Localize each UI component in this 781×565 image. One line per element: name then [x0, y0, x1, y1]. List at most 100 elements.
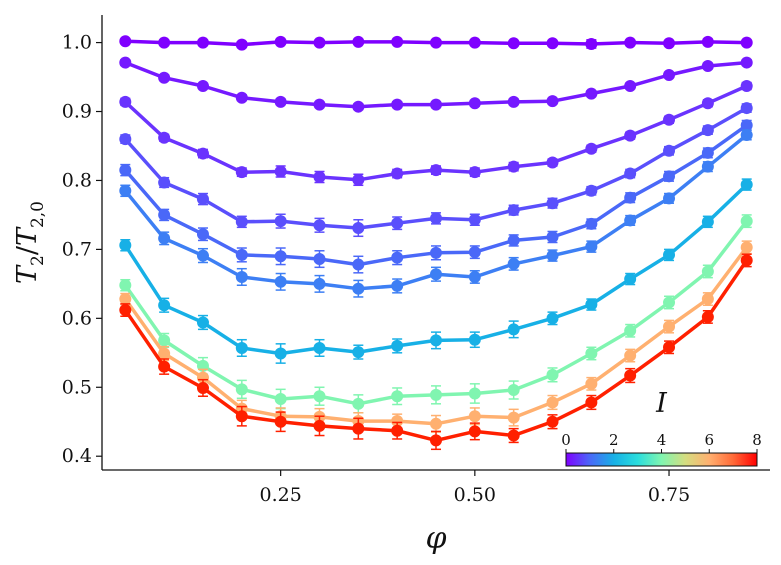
data-point: [274, 347, 287, 360]
data-point: [624, 80, 637, 93]
data-point: [158, 36, 171, 49]
data-point: [663, 37, 676, 50]
data-point: [624, 191, 637, 204]
data-point: [624, 36, 637, 49]
data-point: [274, 165, 287, 178]
data-point: [430, 246, 442, 259]
data-point: [158, 71, 171, 84]
data-point: [430, 212, 442, 225]
data-point: [313, 219, 326, 232]
data-point: [274, 250, 287, 263]
colorbar-tick-label: 8: [752, 431, 762, 449]
data-point: [624, 273, 637, 286]
data-point: [119, 35, 132, 48]
data-point: [352, 100, 365, 113]
series-line: [123, 259, 749, 443]
data-point: [624, 369, 637, 382]
data-point: [352, 258, 365, 271]
series-4: [119, 119, 753, 274]
data-point: [391, 415, 404, 428]
y-tick-label: 0.5: [62, 376, 92, 398]
data-point: [701, 124, 714, 137]
data-point: [701, 35, 714, 48]
data-point: [546, 197, 559, 210]
data-point: [585, 87, 598, 100]
data-point: [546, 249, 559, 262]
data-point: [585, 37, 598, 50]
data-point: [585, 142, 598, 155]
data-point: [624, 167, 637, 180]
data-point: [663, 113, 676, 126]
data-point: [391, 279, 404, 292]
data-point: [430, 388, 442, 401]
data-point: [196, 193, 209, 206]
data-point: [196, 80, 209, 93]
data-point: [663, 296, 676, 309]
data-point: [507, 323, 520, 336]
data-point: [740, 119, 753, 132]
data-point: [119, 184, 132, 197]
data-point: [352, 397, 365, 410]
data-point: [119, 279, 132, 292]
data-point: [274, 275, 287, 288]
data-point: [352, 422, 365, 435]
data-point: [663, 144, 676, 157]
data-point: [313, 419, 326, 432]
data-point: [507, 204, 520, 217]
x-axis-label: φ: [425, 521, 446, 556]
series-line: [123, 123, 748, 267]
data-point: [313, 277, 326, 290]
data-point: [624, 214, 637, 227]
series-9: [119, 253, 753, 451]
data-point: [119, 95, 132, 108]
data-point: [468, 333, 481, 346]
series-3: [119, 102, 753, 238]
data-point: [624, 324, 637, 337]
data-point: [701, 265, 714, 278]
data-point: [158, 176, 171, 189]
data-point: [158, 208, 171, 221]
y-tick-label: 0.9: [62, 101, 92, 123]
data-point: [507, 160, 520, 173]
data-point: [352, 346, 365, 359]
data-point: [701, 293, 714, 306]
data-point: [158, 347, 171, 360]
data-point: [430, 417, 442, 430]
data-point: [624, 349, 637, 362]
y-axis-label: T2/T2,0: [12, 201, 48, 284]
data-point: [430, 334, 442, 347]
data-point: [507, 384, 520, 397]
y-tick-label: 0.7: [62, 238, 92, 260]
data-point: [430, 98, 442, 111]
data-point: [701, 146, 714, 159]
data-point: [701, 215, 714, 228]
data-point: [663, 170, 676, 183]
data-point: [546, 396, 559, 409]
data-point: [158, 299, 171, 312]
data-point: [196, 381, 209, 394]
series-0: [119, 35, 753, 51]
series-layer: [119, 35, 753, 451]
data-point: [235, 91, 248, 104]
data-point: [352, 222, 365, 235]
data-point: [391, 217, 404, 230]
data-point: [119, 293, 132, 306]
data-point: [391, 98, 404, 111]
y-tick-label: 1.0: [62, 32, 92, 54]
data-point: [235, 166, 248, 179]
data-point: [507, 37, 520, 50]
data-point: [701, 310, 714, 323]
data-point: [352, 35, 365, 48]
data-point: [391, 424, 404, 437]
y-tick-label: 0.8: [62, 169, 92, 191]
colorbar-tick-label: 6: [704, 431, 714, 449]
colorbar-tick-label: 0: [561, 431, 571, 449]
data-point: [546, 95, 559, 108]
data-point: [468, 213, 481, 226]
data-point: [313, 341, 326, 354]
data-point: [546, 156, 559, 169]
data-point: [158, 131, 171, 144]
data-point: [430, 434, 442, 447]
data-point: [701, 97, 714, 110]
